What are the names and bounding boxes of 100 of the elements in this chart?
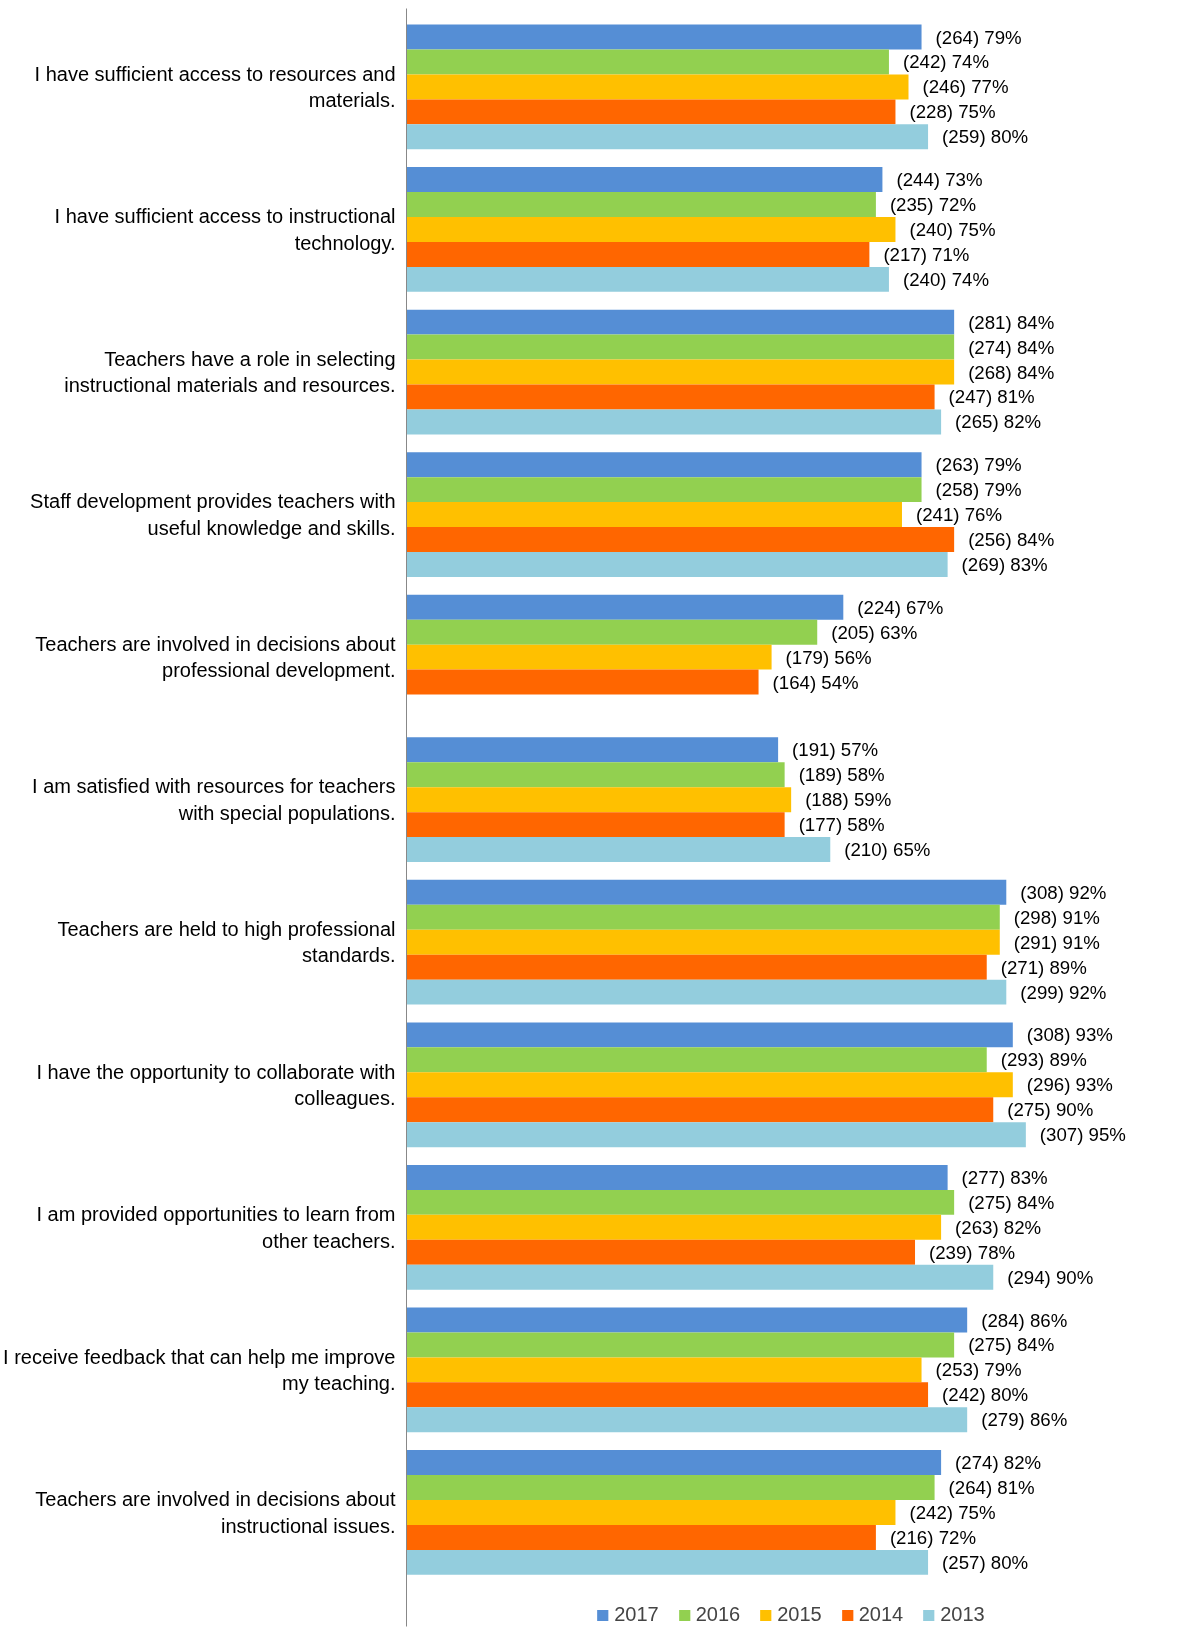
data-label: (281) 84%	[968, 311, 1055, 333]
y-tick-label: Teachers are involved in decisions about professional development.	[35, 632, 396, 682]
bar	[406, 99, 896, 125]
bar	[406, 787, 792, 813]
bar	[406, 1022, 1013, 1048]
bar	[406, 737, 779, 763]
bar	[406, 241, 870, 267]
data-label: (291) 91%	[1013, 931, 1100, 953]
y-tick-label: Teachers are held to high professional standards.	[57, 918, 396, 967]
bar	[406, 879, 1007, 905]
bar	[406, 1382, 929, 1408]
data-label: (263) 79%	[935, 454, 1022, 476]
bar	[406, 837, 831, 863]
y-tick-label: I have sufficient access to resources and materials.	[34, 62, 396, 112]
bar	[406, 452, 922, 478]
bar	[406, 266, 889, 292]
legend-label: 2015	[777, 1603, 822, 1626]
bar	[406, 384, 935, 410]
data-label: (275) 90%	[1007, 1099, 1094, 1121]
data-label: (307) 95%	[1039, 1124, 1126, 1146]
bar	[406, 1499, 896, 1525]
y-tick-label: I have the opportunity to collaborate with colleagues.	[36, 1060, 396, 1109]
data-label: (210) 65%	[844, 839, 931, 861]
data-label: (296) 93%	[1026, 1074, 1113, 1096]
bar	[406, 1214, 942, 1240]
bar	[406, 762, 785, 788]
data-label: (257) 80%	[942, 1551, 1029, 1573]
legend-label: 2017	[614, 1603, 659, 1626]
data-label: (164) 54%	[772, 671, 859, 693]
bar	[406, 502, 902, 528]
bar	[406, 812, 785, 838]
data-label: (205) 63%	[831, 621, 918, 643]
bar	[406, 527, 955, 552]
data-label: (247) 81%	[948, 386, 1035, 408]
bar	[406, 954, 987, 980]
data-label: (265) 82%	[955, 411, 1042, 433]
bar	[406, 1164, 948, 1190]
data-label: (188) 59%	[805, 789, 892, 811]
bar	[406, 1307, 968, 1333]
data-label: (277) 83%	[961, 1166, 1048, 1188]
bar	[406, 1357, 922, 1383]
data-label: (216) 72%	[889, 1526, 976, 1548]
legend-label: 2014	[858, 1603, 904, 1626]
bar	[406, 644, 772, 670]
y-tick-label: Staff development provides teachers with useful knowledge and skills.	[30, 490, 396, 539]
data-label: (284) 86%	[981, 1309, 1068, 1331]
data-label: (271) 89%	[1000, 956, 1087, 978]
data-label: (242) 74%	[902, 51, 990, 73]
legend-label: 2013	[940, 1603, 985, 1626]
bar	[406, 1524, 876, 1550]
bar	[406, 904, 1000, 930]
bar	[406, 24, 922, 50]
y-tick-label: Teachers are involved in decisions about instructional issues.	[35, 1488, 396, 1537]
bar	[406, 167, 883, 193]
data-label: (274) 82%	[955, 1452, 1042, 1474]
data-label: (294) 90%	[1007, 1266, 1094, 1288]
bar	[406, 216, 896, 242]
data-label: (246) 77%	[922, 76, 1009, 98]
bar	[406, 359, 955, 385]
data-label: (244) 73%	[896, 169, 983, 191]
y-tick-label: Teachers have a role in selecting instructional materials and resources.	[64, 347, 396, 397]
y-tick-label: I have sufficient access to instructional technology.	[54, 205, 396, 254]
data-label: (308) 92%	[1020, 881, 1107, 903]
bar	[406, 1332, 955, 1358]
bar	[406, 669, 759, 695]
bar	[406, 334, 955, 360]
data-label: (308) 93%	[1026, 1024, 1113, 1046]
data-label: (239) 78%	[929, 1241, 1016, 1263]
data-label: (298) 91%	[1013, 906, 1100, 928]
bar	[406, 49, 889, 75]
bar	[406, 409, 942, 435]
y-tick-label: I am satisfied with resources for teachers with special populations.	[32, 775, 396, 824]
data-label: (268) 84%	[968, 361, 1055, 383]
bar	[406, 979, 1007, 1005]
data-label: (224) 67%	[857, 596, 944, 618]
bar	[406, 74, 909, 100]
data-label: (228) 75%	[909, 101, 996, 123]
bar	[406, 477, 922, 503]
bar	[406, 594, 844, 620]
data-label: (259) 80%	[942, 126, 1029, 148]
data-label: (279) 86%	[981, 1409, 1068, 1431]
data-label: (264) 79%	[935, 26, 1022, 48]
bar	[406, 619, 818, 645]
data-label: (264) 81%	[948, 1477, 1035, 1499]
data-label: (275) 84%	[968, 1334, 1055, 1356]
y-tick-label: I receive feedback that can help me improve my teaching.	[3, 1345, 396, 1395]
bar	[406, 1450, 942, 1476]
data-label: (179) 56%	[785, 646, 872, 668]
data-label: (217) 71%	[883, 243, 970, 265]
data-label: (275) 84%	[968, 1191, 1055, 1213]
bar	[406, 1264, 994, 1290]
bar	[406, 929, 1000, 955]
data-label: (177) 58%	[798, 814, 885, 836]
data-label: (240) 75%	[909, 218, 996, 240]
data-label: (235) 72%	[889, 194, 976, 216]
data-label: (256) 84%	[968, 529, 1055, 551]
data-label: (242) 80%	[942, 1384, 1029, 1406]
bar	[406, 551, 948, 577]
data-label: (274) 84%	[968, 336, 1055, 358]
data-label: (253) 79%	[935, 1359, 1022, 1381]
